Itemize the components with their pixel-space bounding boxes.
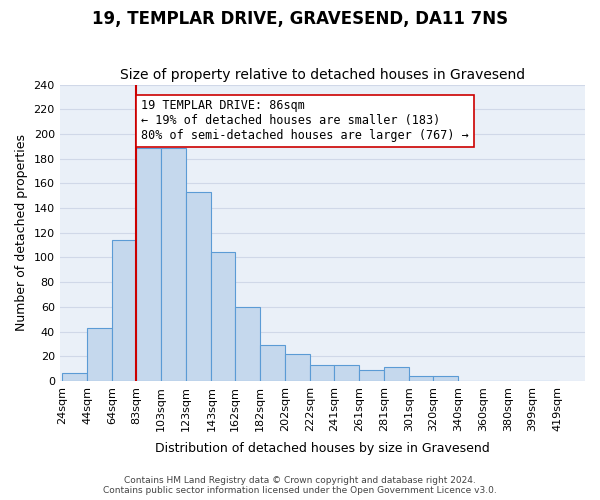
- Bar: [186, 192, 211, 381]
- Text: Contains HM Land Registry data © Crown copyright and database right 2024.
Contai: Contains HM Land Registry data © Crown c…: [103, 476, 497, 495]
- Y-axis label: Number of detached properties: Number of detached properties: [15, 134, 28, 331]
- Bar: [136, 148, 161, 381]
- Bar: [359, 370, 385, 381]
- Bar: [87, 328, 112, 381]
- X-axis label: Distribution of detached houses by size in Gravesend: Distribution of detached houses by size …: [155, 442, 490, 455]
- Bar: [161, 148, 186, 381]
- Bar: [211, 252, 235, 381]
- Bar: [62, 374, 87, 381]
- Bar: [409, 376, 433, 381]
- Title: Size of property relative to detached houses in Gravesend: Size of property relative to detached ho…: [120, 68, 525, 82]
- Text: 19 TEMPLAR DRIVE: 86sqm
← 19% of detached houses are smaller (183)
80% of semi-d: 19 TEMPLAR DRIVE: 86sqm ← 19% of detache…: [141, 100, 469, 142]
- Bar: [385, 368, 409, 381]
- Bar: [334, 365, 359, 381]
- Bar: [260, 345, 286, 381]
- Text: 19, TEMPLAR DRIVE, GRAVESEND, DA11 7NS: 19, TEMPLAR DRIVE, GRAVESEND, DA11 7NS: [92, 10, 508, 28]
- Bar: [286, 354, 310, 381]
- Bar: [112, 240, 136, 381]
- Bar: [310, 365, 334, 381]
- Bar: [433, 376, 458, 381]
- Bar: [235, 307, 260, 381]
